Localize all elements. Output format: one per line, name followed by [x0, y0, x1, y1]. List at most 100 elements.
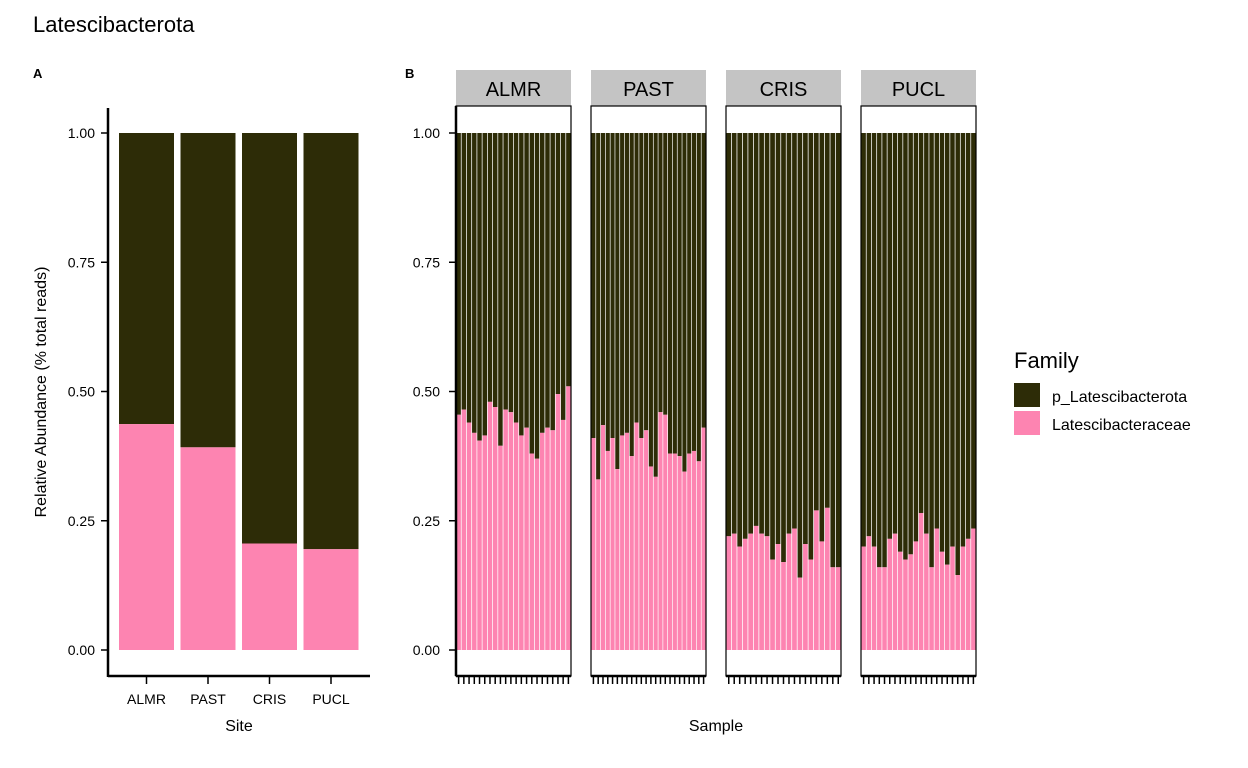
sample-bar-cris-21-latescibacteraceae: [835, 567, 841, 650]
sample-bar-cris-5-p-latescibacterota: [748, 133, 753, 534]
sample-bar-past-10-latescibacteraceae: [634, 422, 639, 650]
sample-bar-past-7-latescibacteraceae: [620, 435, 625, 650]
legend-swatch-p-latescibacterota: [1014, 383, 1040, 407]
sample-bar-almr-22-latescibacteraceae: [566, 386, 571, 650]
sample-bar-past-4-p-latescibacterota: [605, 133, 610, 451]
sample-bar-past-21-latescibacteraceae: [687, 453, 692, 650]
sample-bar-past-9-latescibacteraceae: [629, 456, 634, 650]
sample-bar-almr-14-latescibacteraceae: [524, 427, 529, 650]
sample-bar-almr-17-p-latescibacterota: [540, 133, 545, 433]
sample-bar-cris-16-p-latescibacterota: [808, 133, 814, 560]
sample-bar-cris-1-latescibacteraceae: [726, 536, 732, 650]
sample-bar-almr-17-latescibacteraceae: [540, 432, 545, 650]
panel-b-x-axis-label: Sample: [689, 718, 743, 735]
sample-bar-pucl-4-latescibacteraceae: [877, 567, 882, 650]
sample-bar-pucl-22-latescibacteraceae: [971, 528, 976, 650]
sample-bar-almr-19-p-latescibacterota: [550, 133, 555, 431]
sample-bar-cris-2-latescibacteraceae: [731, 533, 737, 650]
facet-strip-label-cris: CRIS: [760, 79, 808, 101]
sample-bar-cris-14-latescibacteraceae: [797, 577, 803, 650]
sample-bar-past-1-p-latescibacterota: [591, 133, 596, 439]
sample-bar-past-19-p-latescibacterota: [677, 133, 682, 457]
sample-bar-cris-20-p-latescibacterota: [830, 133, 836, 568]
sample-bar-pucl-5-latescibacteraceae: [882, 567, 887, 650]
sample-bar-almr-2-p-latescibacterota: [461, 133, 467, 410]
sample-bar-past-12-latescibacteraceae: [644, 430, 649, 650]
facet-strip-pucl: [861, 70, 976, 106]
sample-bar-past-12-p-latescibacterota: [644, 133, 649, 431]
sample-bar-almr-12-latescibacteraceae: [513, 422, 519, 650]
bar-past-latescibacteraceae: [180, 447, 236, 650]
sample-bar-pucl-2-latescibacteraceae: [866, 536, 872, 650]
sample-bar-past-13-latescibacteraceae: [648, 466, 653, 650]
facet-strip-almr: [456, 70, 571, 106]
sample-bar-pucl-11-p-latescibacterota: [913, 133, 919, 542]
sample-bar-past-14-p-latescibacterota: [653, 133, 658, 477]
sample-bar-pucl-1-p-latescibacterota: [861, 133, 866, 547]
panel-a-y-tick-label: 0.25: [68, 513, 95, 529]
sample-bar-almr-1-p-latescibacterota: [456, 133, 461, 415]
sample-bar-past-11-latescibacteraceae: [639, 438, 644, 650]
sample-bar-pucl-17-latescibacteraceae: [945, 564, 950, 650]
sample-bar-past-11-p-latescibacterota: [639, 133, 644, 439]
panel-b-y-tick-label: 0.75: [413, 254, 440, 270]
sample-bar-cris-6-latescibacteraceae: [753, 525, 759, 650]
panel-a-y-tick-label: 1.00: [68, 125, 95, 141]
sample-bar-almr-18-p-latescibacterota: [545, 133, 550, 428]
sample-bar-past-20-latescibacteraceae: [682, 471, 687, 650]
panel-a-y-tick-label: 0.00: [68, 642, 95, 658]
sample-bar-past-24-p-latescibacterota: [701, 133, 706, 428]
panel-a-x-tick-label-past: PAST: [190, 691, 226, 707]
sample-bar-almr-15-p-latescibacterota: [529, 133, 535, 454]
panel-b-sample-chart: 0.00 0.25 0.50 0.75 1.00 ALMR PAST CRIS PUCL Samp…: [413, 70, 977, 735]
sample-bar-almr-16-latescibacteraceae: [534, 458, 540, 650]
bar-past-p-latescibacterota: [180, 133, 236, 448]
sample-bar-almr-21-latescibacteraceae: [560, 419, 566, 650]
sample-bar-almr-4-p-latescibacterota: [472, 133, 477, 433]
sample-bar-cris-9-p-latescibacterota: [770, 133, 775, 560]
sample-bar-almr-9-p-latescibacterota: [498, 133, 503, 446]
sample-bar-almr-20-p-latescibacterota: [555, 133, 561, 395]
sample-bar-past-24-latescibacteraceae: [701, 427, 706, 650]
legend: Family p_Latescibacterota Latescibactera…: [1014, 348, 1191, 435]
panel-a-y-axis-label: Relative Abundance (% total reads): [33, 267, 50, 518]
sample-bar-past-2-latescibacteraceae: [596, 479, 601, 650]
sample-bar-pucl-14-p-latescibacterota: [929, 133, 934, 568]
sample-bar-cris-14-p-latescibacterota: [797, 133, 803, 578]
sample-bar-pucl-12-latescibacteraceae: [918, 512, 924, 650]
sample-bar-pucl-7-p-latescibacterota: [892, 133, 898, 534]
sample-bar-past-22-latescibacteraceae: [691, 450, 697, 650]
sample-bar-almr-11-p-latescibacterota: [508, 133, 514, 413]
sample-bar-cris-17-latescibacteraceae: [814, 510, 819, 650]
sample-bar-pucl-18-p-latescibacterota: [950, 133, 955, 547]
sample-bar-pucl-9-latescibacteraceae: [903, 559, 908, 650]
sample-bar-pucl-10-p-latescibacterota: [908, 133, 913, 555]
sample-bar-past-8-latescibacteraceae: [624, 432, 629, 650]
sample-bar-cris-19-latescibacteraceae: [824, 507, 830, 650]
sample-bar-almr-6-latescibacteraceae: [482, 435, 487, 650]
sample-bar-past-2-p-latescibacterota: [596, 133, 601, 480]
panel-a-y-tick-label: 0.50: [68, 384, 95, 400]
sample-bar-pucl-9-p-latescibacterota: [903, 133, 908, 560]
sample-bar-past-5-p-latescibacterota: [610, 133, 615, 439]
sample-bar-cris-17-p-latescibacterota: [814, 133, 819, 511]
sample-bar-past-10-p-latescibacterota: [634, 133, 639, 423]
panel-b-y-tick-label: 0.50: [413, 384, 440, 400]
legend-label-p-latescibacterota: p_Latescibacterota: [1052, 389, 1187, 406]
sample-bar-pucl-19-latescibacteraceae: [955, 575, 960, 650]
sample-bar-pucl-4-p-latescibacterota: [877, 133, 882, 568]
sample-bar-pucl-1-latescibacteraceae: [861, 546, 866, 650]
sample-bar-pucl-7-latescibacteraceae: [892, 533, 898, 650]
sample-bar-cris-5-latescibacteraceae: [748, 533, 753, 650]
facet-strip-label-past: PAST: [623, 79, 674, 101]
panel-a-x-axis-label: Site: [225, 718, 253, 735]
sample-bar-past-6-latescibacteraceae: [615, 469, 620, 650]
sample-bar-past-23-latescibacteraceae: [696, 461, 701, 650]
sample-bar-past-8-p-latescibacterota: [624, 133, 629, 433]
sample-bar-cris-8-p-latescibacterota: [764, 133, 770, 537]
sample-bar-cris-8-latescibacteraceae: [764, 536, 770, 650]
sample-bar-cris-2-p-latescibacterota: [731, 133, 737, 534]
sample-bar-cris-15-p-latescibacterota: [803, 133, 808, 545]
sample-bar-cris-3-latescibacteraceae: [737, 546, 743, 650]
panel-b-y-tick-label: 0.25: [413, 513, 440, 529]
